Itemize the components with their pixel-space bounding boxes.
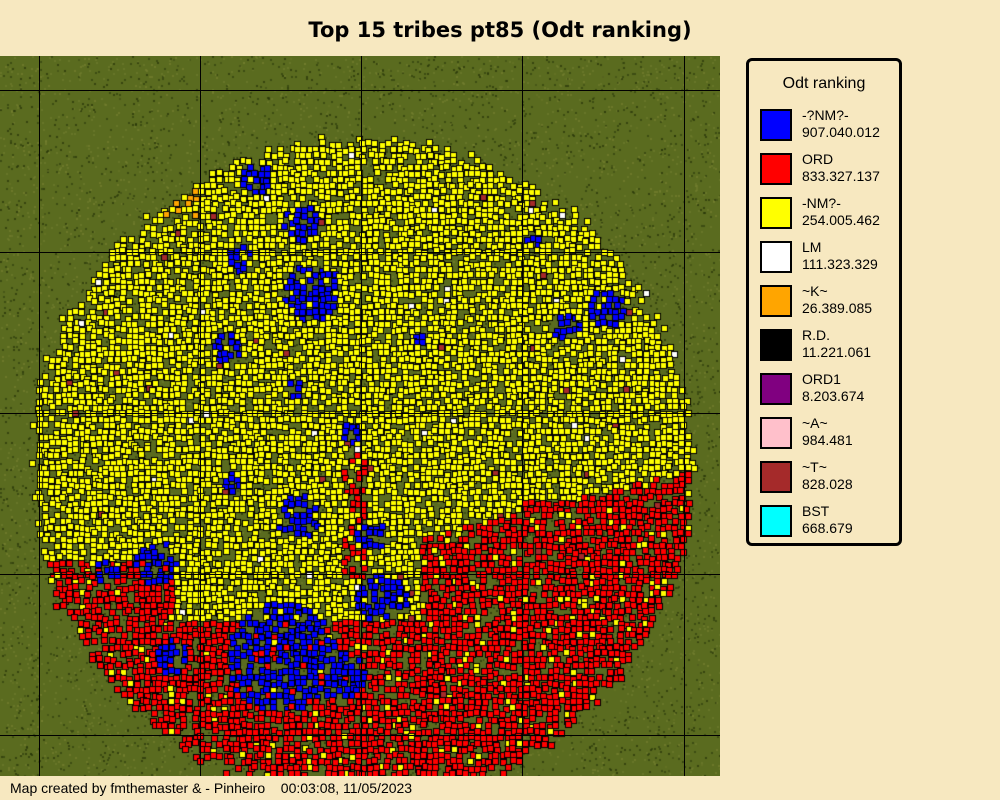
- legend-swatch: [760, 197, 792, 229]
- legend-tribe-score: 833.327.137: [802, 168, 880, 184]
- legend-swatch: [760, 461, 792, 493]
- legend-item: ~K~ 26.389.085: [760, 283, 896, 319]
- legend-item: R.D. 11.221.061: [760, 327, 896, 363]
- legend-tribe-name: -?NM?-: [802, 107, 849, 123]
- legend-item: ~T~ 828.028: [760, 459, 896, 495]
- legend-swatch: [760, 329, 792, 361]
- legend-tribe-score: 828.028: [802, 476, 853, 492]
- legend-tribe-name: ORD: [802, 151, 834, 167]
- legend-tribe-score: 668.679: [802, 520, 853, 536]
- legend-title: Odt ranking: [782, 75, 866, 92]
- legend: Odt ranking -?NM?- 907.040.012 ORD 833.3…: [746, 58, 902, 546]
- legend-tribe-name: R.D.: [802, 327, 830, 343]
- legend-swatch: [760, 153, 792, 185]
- legend-tribe-name: LM: [802, 239, 822, 255]
- legend-tribe-score: 984.481: [802, 432, 853, 448]
- map-credit-footer: Map created by fmthemaster & - Pinheiro …: [10, 780, 413, 796]
- legend-tribe-score: 907.040.012: [802, 124, 880, 140]
- legend-item: LM 111.323.329: [760, 239, 896, 275]
- legend-item: BST 668.679: [760, 503, 896, 539]
- legend-item: ~A~ 984.481: [760, 415, 896, 451]
- legend-swatch: [760, 109, 792, 141]
- legend-tribe-name: ~T~: [802, 459, 827, 475]
- legend-tribe-score: 8.203.674: [802, 388, 865, 404]
- legend-tribe-name: ~K~: [802, 283, 828, 299]
- legend-item: -NM?- 254.005.462: [760, 195, 896, 231]
- legend-tribe-name: -NM?-: [802, 195, 841, 211]
- legend-swatch: [760, 505, 792, 537]
- legend-tribe-name: ~A~: [802, 415, 828, 431]
- legend-tribe-name: ORD1: [802, 371, 841, 387]
- legend-tribe-score: 254.005.462: [802, 212, 880, 228]
- legend-tribe-name: BST: [802, 503, 830, 519]
- legend-swatch: [760, 241, 792, 273]
- map-title: Top 15 tribes pt85 (Odt ranking): [308, 18, 692, 42]
- village-map-canvas[interactable]: [0, 56, 720, 776]
- legend-item: -?NM?- 907.040.012: [760, 107, 896, 143]
- legend-swatch: [760, 373, 792, 405]
- legend-swatch: [760, 417, 792, 449]
- legend-swatch: [760, 285, 792, 317]
- legend-tribe-score: 11.221.061: [802, 344, 872, 360]
- legend-tribe-score: 111.323.329: [802, 256, 878, 272]
- legend-tribe-score: 26.389.085: [802, 300, 873, 316]
- legend-item: ORD1 8.203.674: [760, 371, 896, 407]
- legend-item: ORD 833.327.137: [760, 151, 896, 187]
- tribe-map[interactable]: [0, 56, 720, 776]
